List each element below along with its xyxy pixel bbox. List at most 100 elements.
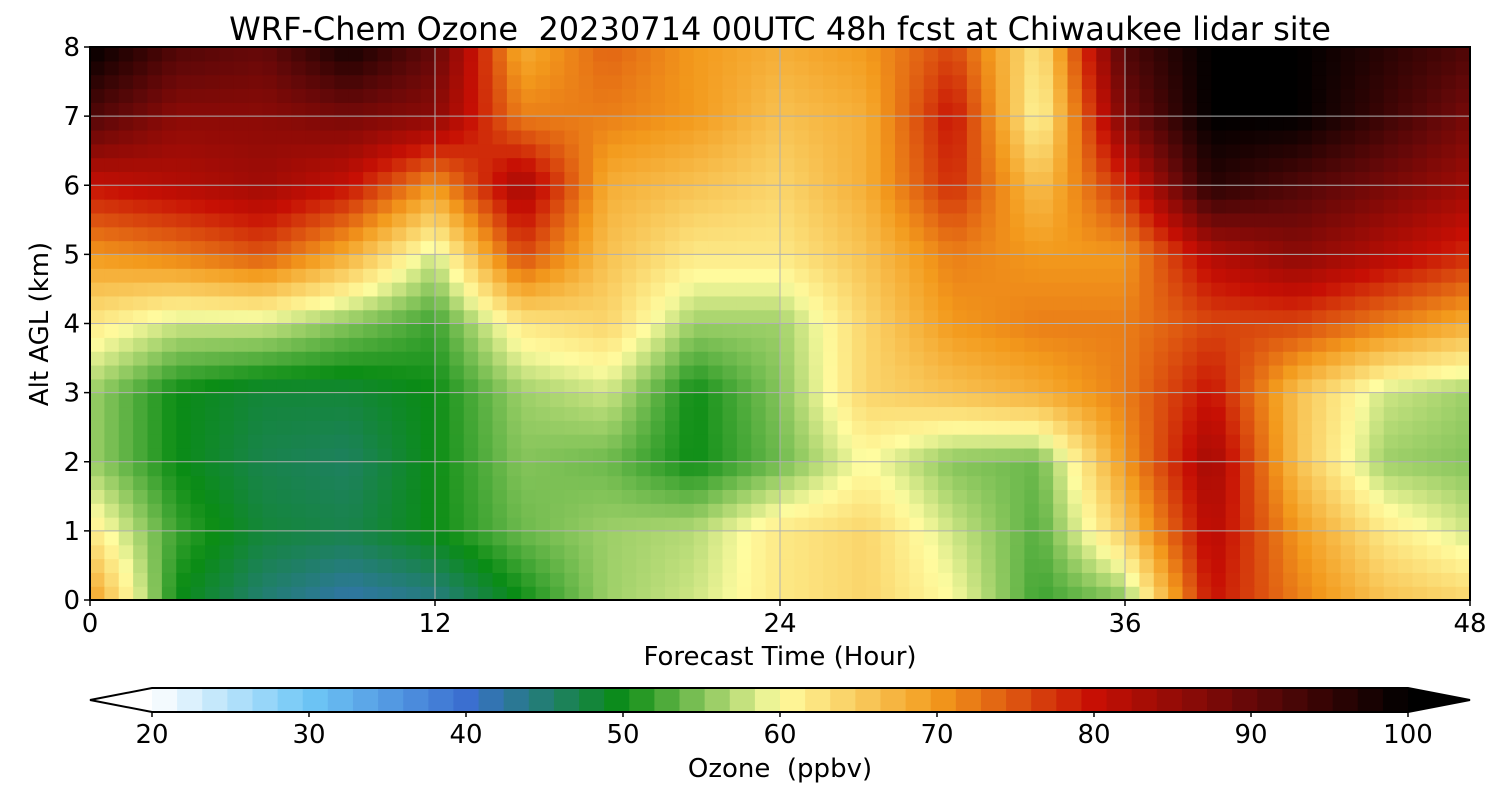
heatmap-cell: [621, 544, 637, 560]
heatmap-cell: [1254, 337, 1270, 352]
heatmap-cell: [550, 586, 565, 601]
heatmap-cell: [1110, 185, 1126, 200]
heatmap-cell: [736, 240, 752, 255]
heatmap-cell: [808, 392, 824, 408]
heatmap-cell: [406, 544, 422, 560]
heatmap-cell: [1340, 558, 1356, 573]
colorbar-segment: [1181, 688, 1208, 712]
heatmap-cell: [1326, 572, 1342, 587]
heatmap-cell: [780, 171, 795, 186]
heatmap-cell: [1254, 544, 1270, 560]
heatmap-cell: [104, 268, 120, 283]
heatmap-cell: [981, 517, 997, 532]
heatmap-cell: [550, 268, 565, 283]
heatmap-cell: [1139, 295, 1155, 311]
heatmap-cell: [104, 254, 120, 269]
heatmap-cell: [1240, 226, 1255, 242]
heatmap-cell: [535, 517, 551, 532]
heatmap-cell: [1067, 240, 1083, 255]
heatmap-cell: [1412, 558, 1428, 573]
colorbar-segment: [604, 688, 630, 712]
heatmap-cell: [1355, 254, 1370, 269]
heatmap-cell: [377, 434, 393, 449]
heatmap-cell: [736, 558, 752, 573]
heatmap-cell: [161, 323, 177, 338]
heatmap-cell: [909, 530, 925, 546]
heatmap-cell: [1369, 323, 1385, 338]
heatmap-cell: [118, 185, 134, 200]
heatmap-cell: [1024, 226, 1040, 242]
heatmap-cell: [578, 199, 594, 214]
heatmap-cell: [1168, 544, 1184, 560]
heatmap-cell: [1297, 351, 1313, 366]
heatmap-cell: [233, 157, 249, 173]
heatmap-cell: [391, 254, 407, 269]
heatmap-cell: [161, 226, 177, 242]
heatmap-cell: [391, 392, 407, 408]
heatmap-cell: [291, 503, 307, 518]
heatmap-cell: [1153, 544, 1169, 560]
heatmap-cell: [1412, 254, 1428, 269]
heatmap-cell: [923, 143, 939, 159]
heatmap-cell: [90, 74, 105, 90]
heatmap-cell: [564, 586, 580, 601]
heatmap-cell: [1110, 199, 1126, 214]
heatmap-cell: [578, 544, 594, 560]
heatmap-cell: [1211, 60, 1227, 76]
heatmap-cell: [1139, 254, 1155, 269]
heatmap-cell: [291, 171, 307, 186]
heatmap-cell: [837, 185, 853, 200]
heatmap-cell: [1268, 282, 1284, 297]
heatmap-cell: [1038, 116, 1054, 131]
heatmap-cell: [1110, 226, 1126, 242]
heatmap-cell: [1240, 586, 1255, 601]
heatmap-cell: [391, 309, 407, 325]
heatmap-cell: [621, 517, 637, 532]
heatmap-cell: [866, 129, 882, 145]
heatmap-cell: [952, 544, 968, 560]
heatmap-cell: [377, 406, 393, 421]
heatmap-cell: [492, 392, 508, 408]
heatmap-cell: [104, 74, 120, 90]
heatmap-cell: [1254, 268, 1270, 283]
heatmap-cell: [104, 337, 120, 352]
heatmap-cell: [104, 364, 120, 380]
heatmap-cell: [377, 254, 393, 269]
heatmap-cell: [780, 489, 795, 504]
heatmap-cell: [837, 60, 853, 76]
heatmap-cell: [291, 295, 307, 311]
heatmap-cell: [1053, 240, 1069, 255]
heatmap-cell: [1383, 392, 1399, 408]
heatmap-cell: [736, 475, 752, 490]
heatmap-cell: [391, 461, 407, 477]
heatmap-cell: [535, 129, 551, 145]
heatmap-cell: [995, 171, 1011, 186]
heatmap-cell: [966, 392, 982, 408]
heatmap-cell: [1340, 420, 1356, 435]
heatmap-cell: [1412, 240, 1428, 255]
heatmap-cell: [966, 337, 982, 352]
heatmap-cell: [765, 254, 781, 269]
heatmap-cell: [1010, 240, 1025, 255]
heatmap-cell: [1426, 489, 1442, 504]
heatmap-cell: [837, 517, 853, 532]
heatmap-cell: [938, 199, 954, 214]
heatmap-cell: [1426, 378, 1442, 394]
heatmap-cell: [1096, 461, 1112, 477]
heatmap-cell: [1081, 323, 1097, 338]
heatmap-cell: [650, 129, 666, 145]
heatmap-cell: [1297, 461, 1313, 477]
heatmap-cell: [1355, 185, 1370, 200]
heatmap-cell: [521, 268, 537, 283]
heatmap-cell: [1383, 475, 1399, 490]
heatmap-cell: [1311, 143, 1327, 159]
heatmap-cell: [751, 240, 767, 255]
heatmap-cell: [1240, 199, 1255, 214]
heatmap-cell: [650, 116, 666, 131]
heatmap-cell: [391, 171, 407, 186]
heatmap-cell: [564, 199, 580, 214]
heatmap-cell: [794, 475, 810, 490]
heatmap-cell: [506, 199, 522, 214]
heatmap-cell: [952, 364, 968, 380]
heatmap-cell: [866, 74, 882, 90]
